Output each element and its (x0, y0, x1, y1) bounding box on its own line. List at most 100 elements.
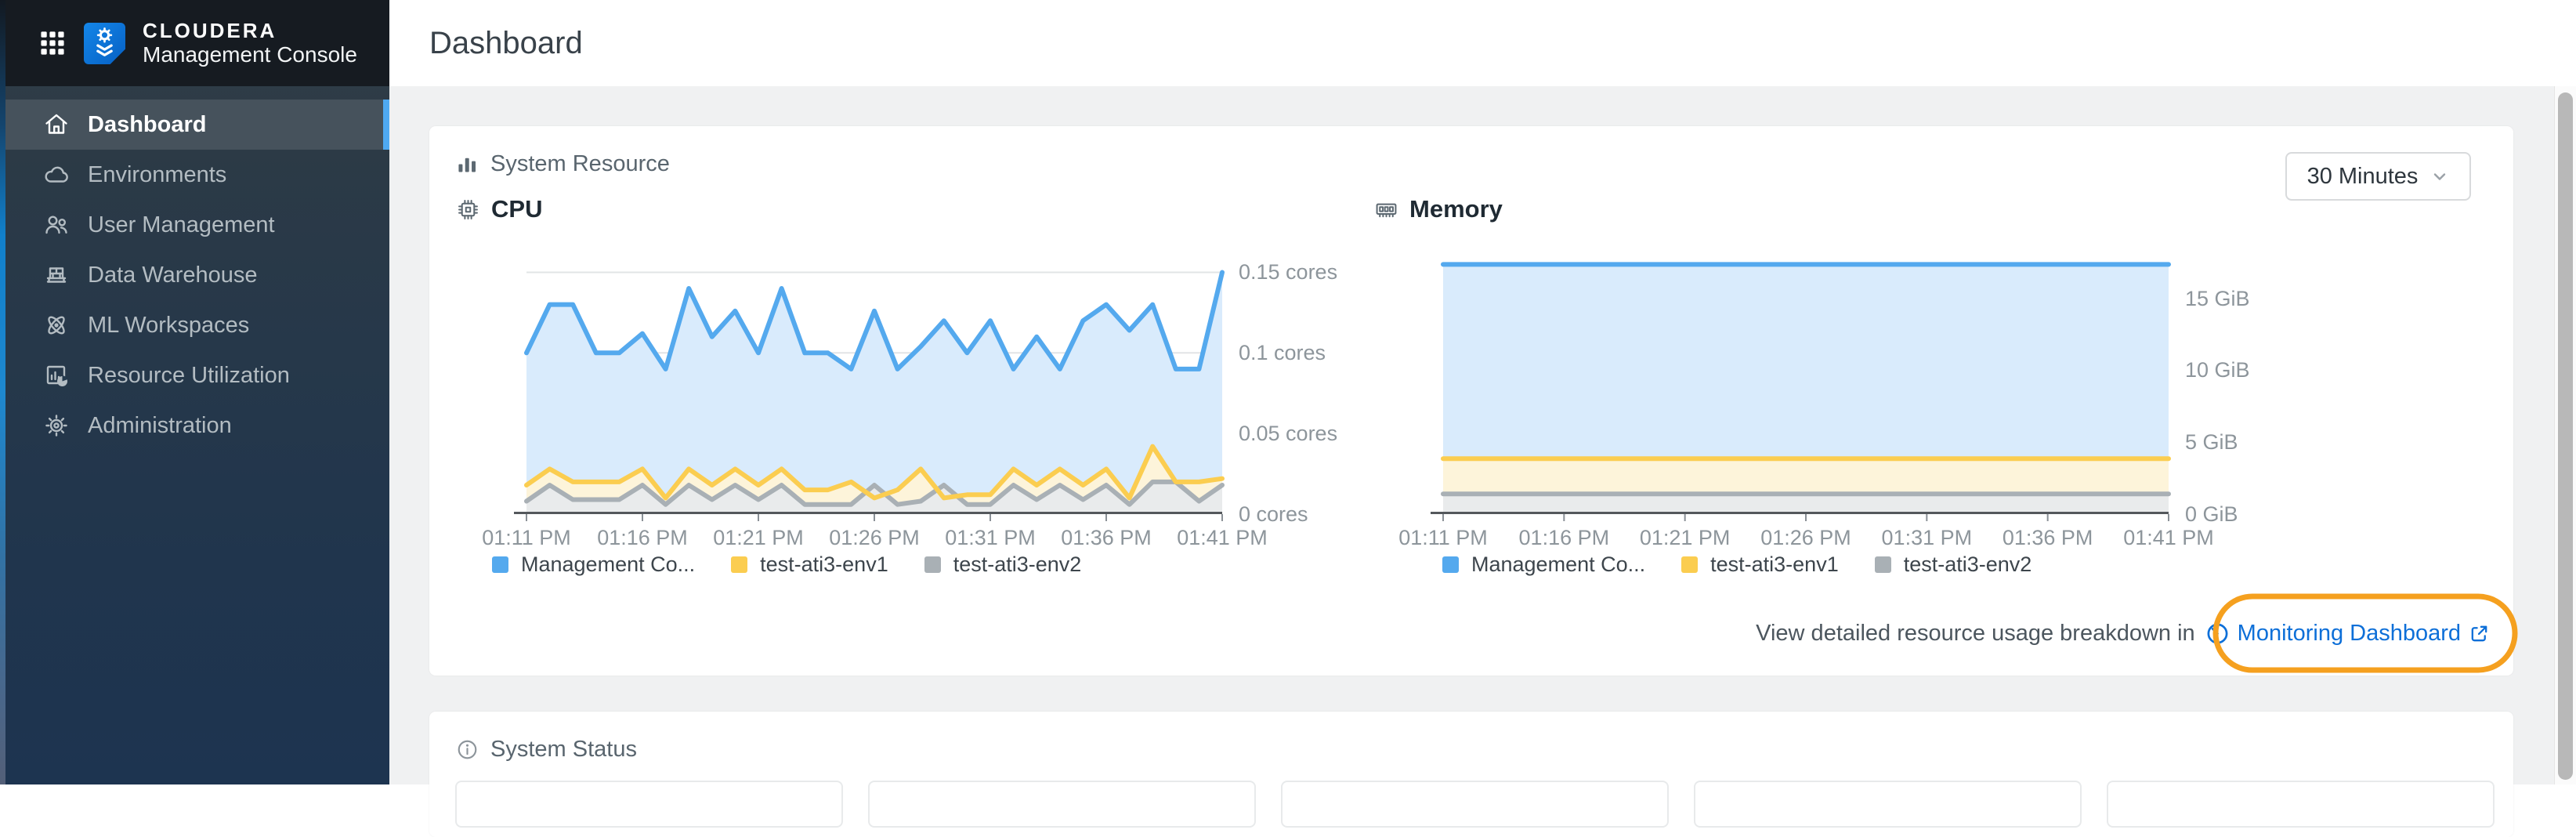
vertical-scrollbar[interactable] (2554, 86, 2576, 784)
legend-swatch (1681, 556, 1699, 573)
y-axis-label: 0 GiB (2185, 502, 2238, 526)
legend-swatch (1442, 556, 1459, 573)
sidebar-item-label: Data Warehouse (88, 262, 258, 288)
sidebar-accent-strip (0, 0, 5, 784)
home-icon (42, 111, 71, 139)
app-switcher-icon[interactable] (39, 30, 66, 56)
system-status-title: System Status (490, 736, 637, 762)
status-tile (2107, 781, 2495, 828)
legend-label: Management Co... (1471, 552, 1646, 576)
cpu-chip-icon (455, 197, 481, 223)
info-icon (455, 737, 479, 762)
legend-item: test-ati3-env2 (1874, 553, 2031, 577)
legend-item: test-ati3-env2 (924, 552, 1082, 577)
external-link-icon (2469, 623, 2490, 644)
time-range-value: 30 Minutes (2306, 163, 2419, 189)
y-axis-label: 0 cores (1239, 502, 1308, 526)
legend-item: Management Co... (1442, 553, 1645, 577)
cloud-icon (42, 161, 71, 189)
legend-label: test-ati3-env2 (953, 552, 1082, 576)
series-line (524, 444, 1225, 501)
top-header: Dashboard (389, 0, 2576, 86)
status-tile (455, 781, 843, 828)
x-axis-label: 01:16 PM (1518, 526, 1610, 549)
sidebar-item-user-management[interactable]: User Management (0, 200, 389, 250)
gauge-icon (2205, 621, 2230, 646)
monitoring-dashboard-link-text: Monitoring Dashboard (2237, 620, 2461, 646)
x-axis-label: 01:41 PM (1177, 526, 1268, 549)
chart-pie-icon (42, 361, 71, 390)
status-tile (1694, 781, 2082, 828)
series-line (524, 270, 1225, 371)
legend-swatch (924, 556, 941, 573)
legend-label: test-ati3-env1 (760, 552, 888, 576)
memory-chart: 15 GiB 10 GiB 5 GiB 0 GiB 01:11 PM 01:16 PM 01… (1398, 259, 2250, 549)
time-range-select[interactable]: 30 Minutes (2285, 152, 2471, 201)
y-axis-label: 15 GiB (2185, 286, 2250, 310)
system-resource-card: System Resource 30 Minutes CPU (429, 126, 2518, 676)
x-axis-label: 01:36 PM (2002, 526, 2093, 549)
gear-icon (42, 411, 71, 440)
sidebar-item-administration[interactable]: Administration (0, 400, 389, 451)
page-title: Dashboard (429, 25, 583, 60)
x-axis-label: 01:26 PM (829, 526, 920, 549)
chevron-down-icon (2430, 167, 2449, 186)
sidebar-item-data-warehouse[interactable]: Data Warehouse (0, 250, 389, 300)
legend-label: Management Co... (521, 552, 696, 576)
x-axis-label: 01:21 PM (713, 526, 804, 549)
sidebar-item-environments[interactable]: Environments (0, 150, 389, 200)
x-axis-label: 01:41 PM (2123, 526, 2214, 549)
system-status-card: System Status (429, 712, 2513, 837)
sidebar-nav: Dashboard Environments User Management D… (0, 86, 389, 451)
x-axis-label: 01:36 PM (1061, 526, 1152, 549)
sidebar-item-label: Dashboard (88, 111, 207, 137)
memory-chip-icon (1373, 197, 1399, 223)
x-axis-label: 01:11 PM (1398, 526, 1488, 549)
status-tile (868, 781, 1256, 828)
sidebar-item-label: Resource Utilization (88, 362, 290, 388)
scrollbar-thumb[interactable] (2558, 92, 2573, 780)
sidebar: CLOUDERA Management Console Dashboard En… (0, 0, 389, 784)
system-status-header: System Status (455, 734, 637, 765)
sidebar-item-label: User Management (88, 212, 275, 237)
sidebar-item-resource-utilization[interactable]: Resource Utilization (0, 350, 389, 400)
x-axis-label: 01:11 PM (482, 526, 571, 549)
legend-label: test-ati3-env1 (1710, 552, 1839, 576)
x-axis-label: 01:26 PM (1760, 526, 1851, 549)
memory-plot (1431, 262, 2171, 521)
brand-title: CLOUDERA (143, 19, 277, 42)
x-axis-label: 01:16 PM (597, 526, 688, 549)
sidebar-header: CLOUDERA Management Console (0, 0, 389, 86)
series-area (1443, 494, 2169, 514)
brand-subtitle: Management Console (143, 42, 357, 67)
series-area (1443, 264, 2169, 514)
y-axis-label: 0.15 cores (1239, 260, 1338, 284)
series-line (524, 479, 1225, 507)
legend-swatch (492, 556, 508, 573)
warehouse-icon (42, 261, 71, 289)
atom-icon (42, 311, 71, 339)
y-axis-label: 0.05 cores (1239, 422, 1338, 446)
y-axis-label: 0.1 cores (1239, 341, 1326, 365)
sidebar-item-ml-workspaces[interactable]: ML Workspaces (0, 300, 389, 350)
y-axis-label: 5 GiB (2185, 430, 2238, 455)
legend-item: test-ati3-env1 (1681, 553, 1839, 577)
legend-item: test-ati3-env1 (731, 553, 888, 577)
cpu-section-header: CPU (455, 194, 542, 225)
brand-text: CLOUDERA Management Console (143, 19, 357, 67)
cloudera-logo (84, 22, 125, 64)
x-axis-label: 01:31 PM (945, 526, 1036, 549)
cpu-legend: Management Co... test-ati3-env1 test-ati3-… (492, 552, 1081, 577)
users-icon (42, 211, 71, 239)
x-axis-label: 01:21 PM (1639, 526, 1731, 549)
monitoring-dashboard-link[interactable]: Monitoring Dashboard (2205, 621, 2490, 647)
cpu-plot (514, 270, 1225, 521)
system-resource-header: System Resource (455, 148, 670, 179)
x-axis-label: 01:31 PM (1881, 526, 1973, 549)
status-tile (1281, 781, 1669, 828)
monitoring-link-row: View detailed resource usage breakdown i… (1756, 617, 2490, 650)
main-area: Dashboard System Resource 30 Minutes (389, 0, 2576, 837)
sidebar-item-dashboard[interactable]: Dashboard (0, 100, 389, 150)
memory-title: Memory (1409, 195, 1503, 223)
